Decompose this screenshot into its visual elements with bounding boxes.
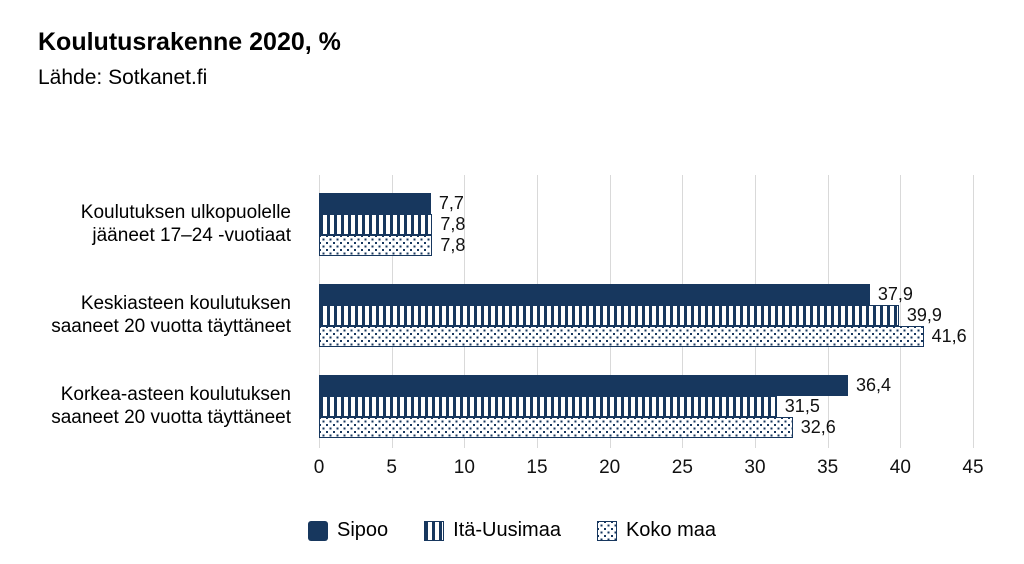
legend-item: Koko maa <box>596 519 717 542</box>
value-label: 36,4 <box>856 375 892 395</box>
x-tick-label: 5 <box>386 457 397 478</box>
legend-item: Sipoo <box>307 519 389 542</box>
category-label-line: jääneet 17–24 -vuotiaat <box>92 225 291 246</box>
bar <box>319 284 870 305</box>
x-axis: 0 5 10 15 20 25 30 35 40 45 <box>314 457 984 483</box>
x-tick-label: 45 <box>962 457 984 478</box>
x-tick-label: 20 <box>599 457 621 478</box>
x-tick-label: 40 <box>889 457 911 478</box>
plot-area: 7,7 7,8 7,8 37,9 39,9 41,6 36,4 31,5 32,6 <box>319 175 974 448</box>
category-label-line: Keskiasteen koulutuksen <box>80 293 291 314</box>
category-label-line: saaneet 20 vuotta täyttäneet <box>51 407 291 428</box>
category-label: Koulutuksen ulkopuolelle jääneet 17–24 -v… <box>10 201 291 247</box>
x-tick-label: 15 <box>526 457 548 478</box>
bar <box>319 305 899 326</box>
legend-item: Itä-Uusimaa <box>424 519 561 542</box>
value-label: 7,8 <box>440 214 466 234</box>
gridline <box>900 175 902 448</box>
bar <box>319 396 777 417</box>
value-label: 37,9 <box>877 284 913 304</box>
category-label: Korkea-asteen koulutuksen saaneet 20 vuot… <box>10 383 291 429</box>
value-label: 41,6 <box>931 326 967 346</box>
value-label: 32,6 <box>800 417 836 437</box>
bar <box>319 417 793 438</box>
legend-swatch-vertical-stripes <box>424 520 445 541</box>
x-tick-label: 35 <box>817 457 839 478</box>
gridline <box>973 175 974 448</box>
bar <box>319 235 433 256</box>
chart-title: Koulutusrakenne 2020, % <box>38 28 341 56</box>
bar <box>319 214 433 235</box>
category-labels: Koulutuksen ulkopuolelle jääneet 17–24 -v… <box>24 175 305 448</box>
x-tick-label: 30 <box>744 457 766 478</box>
category-label-line: Korkea-asteen koulutuksen <box>60 384 291 405</box>
x-tick-label: 10 <box>453 457 475 478</box>
chart-subtitle: Lähde: Sotkanet.fi <box>38 66 208 89</box>
legend-swatch-solid <box>307 520 328 541</box>
legend-label: Koko maa <box>625 519 717 541</box>
bar <box>319 193 431 214</box>
category-label-line: saaneet 20 vuotta täyttäneet <box>51 316 291 337</box>
x-tick-label: 0 <box>313 457 325 478</box>
x-tick-label: 25 <box>671 457 693 478</box>
bar <box>319 326 924 347</box>
value-label: 39,9 <box>906 305 942 325</box>
legend-label: Itä-Uusimaa <box>453 519 561 541</box>
category-label: Keskiasteen koulutuksen saaneet 20 vuotta… <box>10 292 291 338</box>
value-label: 31,5 <box>784 396 820 416</box>
legend-label: Sipoo <box>336 519 389 541</box>
legend-swatch-dots <box>596 520 617 541</box>
category-label-line: Koulutuksen ulkopuolelle <box>80 202 291 223</box>
value-label: 7,7 <box>438 193 464 213</box>
bar <box>319 375 848 396</box>
legend: Sipoo Itä-Uusimaa Koko maa <box>0 519 1024 542</box>
value-label: 7,8 <box>440 235 466 255</box>
